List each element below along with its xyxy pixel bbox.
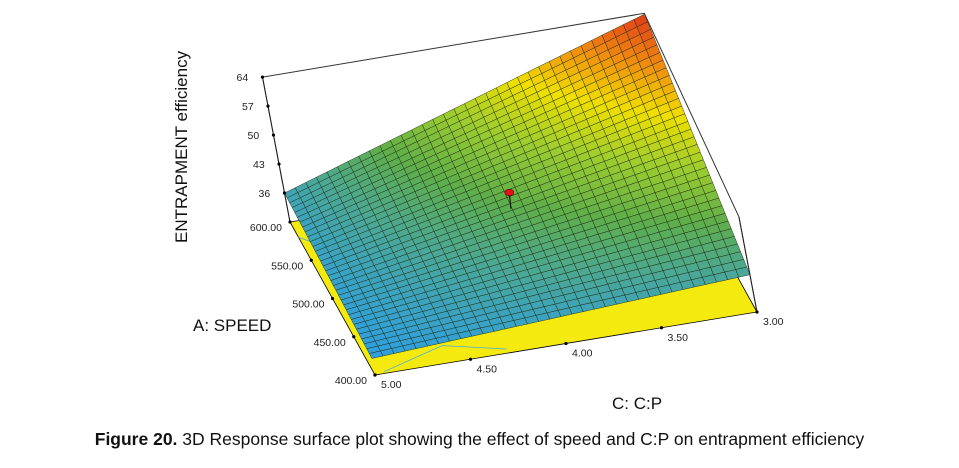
c-tick-mark bbox=[373, 373, 377, 377]
a-tick-mark bbox=[288, 220, 292, 224]
c-tick-label: 5.00 bbox=[381, 379, 402, 391]
z-tick-mark bbox=[271, 133, 276, 137]
z-tick-mark bbox=[282, 191, 287, 195]
a-tick-label: 400.00 bbox=[335, 375, 367, 387]
c-tick-mark bbox=[755, 310, 759, 314]
z-axis-line bbox=[261, 77, 291, 223]
c-axis-title: C: C:P bbox=[612, 394, 662, 413]
response-surface bbox=[284, 13, 751, 359]
c-tick-mark bbox=[659, 326, 664, 330]
z-tick-label: 57 bbox=[242, 101, 254, 113]
c-tick-label: 3.50 bbox=[668, 332, 689, 344]
floor-contour-line bbox=[383, 345, 507, 373]
a-tick-label: 500.00 bbox=[292, 299, 324, 311]
z-tick-label: 50 bbox=[247, 130, 259, 142]
surface-cell bbox=[368, 350, 384, 359]
z-tick-label: 43 bbox=[253, 159, 265, 171]
caption-text: 3D Response surface plot showing the eff… bbox=[177, 429, 865, 449]
design-point-marker bbox=[504, 188, 515, 209]
z-tick-mark bbox=[266, 104, 270, 108]
c-tick-label: 4.00 bbox=[572, 348, 593, 360]
z-axis-title: ENTRAPMENT efficiency bbox=[172, 50, 191, 243]
a-axis-title: A: SPEED bbox=[193, 316, 271, 335]
a-tick-label: 550.00 bbox=[271, 260, 303, 272]
a-tick-label: 450.00 bbox=[314, 337, 346, 349]
tick-labels: 36 43 50 57 64 400.00 450.00 500.00 550.00 600.00… bbox=[236, 72, 783, 391]
caption-label: Figure 20. bbox=[94, 429, 178, 449]
surface-plot: 36 43 50 57 64 400.00 450.00 500.00 550.00 600.00… bbox=[172, 12, 784, 413]
right-vertical-edge bbox=[738, 216, 758, 313]
bounding-box-front bbox=[261, 77, 758, 313]
a-tick-label: 600.00 bbox=[250, 222, 282, 234]
figure-caption: Figure 20. 3D Response surface plot show… bbox=[0, 429, 959, 450]
c-tick-label: 3.00 bbox=[763, 316, 784, 328]
z-tick-label: 36 bbox=[258, 188, 270, 200]
a-tick-mark bbox=[330, 296, 335, 301]
z-tick-label: 64 bbox=[236, 72, 248, 84]
c-tick-label: 4.50 bbox=[477, 363, 498, 375]
z-tick-mark bbox=[260, 75, 265, 79]
a-tick-mark bbox=[309, 258, 313, 262]
c-tick-mark bbox=[468, 357, 473, 361]
c-tick-mark bbox=[564, 341, 568, 346]
z-tick-mark bbox=[277, 162, 281, 166]
design-point bbox=[504, 188, 515, 196]
a-tick-mark bbox=[352, 335, 356, 339]
